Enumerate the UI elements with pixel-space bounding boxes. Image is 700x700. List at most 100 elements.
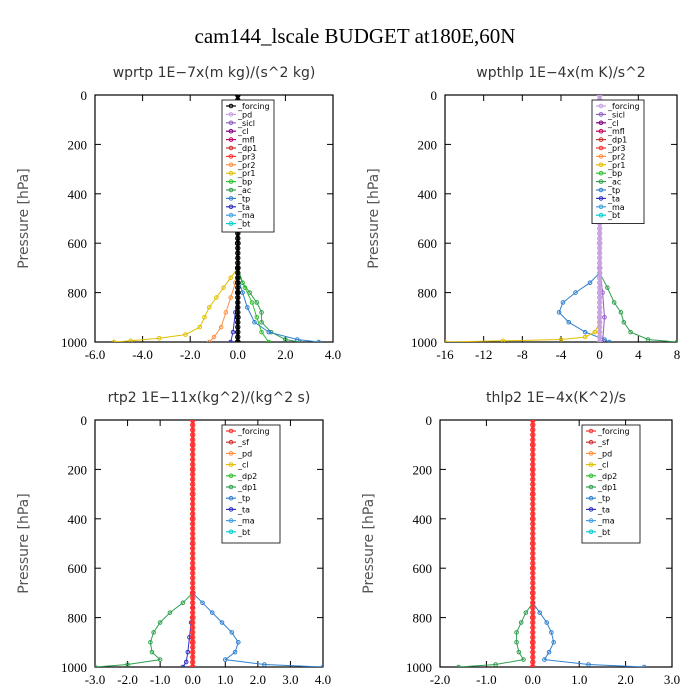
legend-marker — [228, 103, 234, 109]
series-point — [530, 491, 536, 497]
series-point — [530, 486, 536, 492]
series-point — [560, 300, 566, 305]
series-group — [111, 95, 322, 342]
legend-marker — [228, 162, 234, 168]
legend-entry: _sf — [597, 438, 609, 447]
series-point — [190, 585, 196, 591]
series-point — [190, 530, 196, 537]
legend-box — [221, 424, 281, 544]
series-point — [596, 289, 603, 296]
series-line-tp — [192, 592, 323, 667]
series-point — [214, 295, 219, 300]
series-point — [596, 250, 603, 256]
series-point — [190, 422, 196, 428]
series-point — [190, 427, 196, 433]
series-point — [190, 595, 196, 601]
legend-marker — [598, 204, 604, 210]
series-point — [190, 609, 196, 616]
legend-entry: _sf — [237, 438, 249, 447]
series-point — [235, 329, 241, 335]
series-point — [530, 664, 536, 667]
series-point — [183, 659, 189, 665]
legend-entry: _cl — [237, 461, 249, 470]
legend-marker — [588, 451, 594, 456]
legend-entry: _ac — [607, 178, 621, 187]
y-axis-label: Pressure [hPa] — [366, 168, 382, 268]
series-point — [252, 319, 257, 325]
x-tick-label: 0 — [596, 347, 603, 362]
legend-entry: _cl — [597, 461, 609, 470]
y-tick-label: 1000 — [61, 660, 87, 675]
legend-marker — [228, 112, 234, 117]
legend-entry: _forcing — [607, 102, 640, 111]
series-point — [530, 580, 536, 586]
series-point — [190, 649, 196, 655]
series-point — [190, 624, 196, 631]
panel-title: rtp2 1E−11x(kg^2)/(kg^2 s) — [108, 390, 311, 406]
series-point — [219, 620, 225, 625]
x-tick-label: -2.0 — [117, 672, 138, 687]
series-point — [573, 290, 578, 295]
series-point — [209, 610, 215, 615]
series-point — [602, 315, 607, 320]
series-point — [542, 657, 547, 662]
series-point — [242, 285, 248, 290]
legend-entry: _bt — [597, 528, 610, 537]
series-point — [190, 535, 196, 542]
series-point — [190, 634, 196, 641]
series-point — [596, 339, 603, 342]
series-group — [95, 420, 323, 667]
legend-marker — [228, 428, 234, 434]
series-point — [157, 657, 163, 662]
legend-entry: _ma — [607, 203, 625, 212]
series-point — [190, 590, 196, 596]
legend-box — [581, 424, 641, 544]
series-point — [596, 304, 603, 311]
series-point — [190, 456, 196, 463]
legend-marker — [598, 196, 604, 201]
legend-entry: _pr1 — [237, 169, 255, 178]
series-point — [190, 540, 196, 547]
series-point — [235, 324, 241, 330]
x-tick-label: -8 — [517, 347, 528, 362]
series-point — [607, 339, 612, 342]
series-point — [190, 511, 196, 517]
panel-1: wprtp 1E−7x(m kg)/(s^2 kg) Pressure [hPa]… — [16, 65, 341, 362]
series-point — [190, 471, 196, 478]
series-point — [514, 630, 519, 635]
y-tick-label: 600 — [68, 236, 88, 251]
legend-marker — [228, 120, 234, 126]
legend-entry: _pd — [237, 449, 252, 458]
panel-4: thlp2 1E−4x(K^2)/s Pressure [hPa] -2.0 -1.0… — [361, 390, 680, 687]
series-point — [206, 305, 212, 310]
y-tick-label: 800 — [68, 286, 88, 301]
legend: _forcing_pd_sicl_cl_mfl_dp1_pr3_pr2_pr1_… — [221, 99, 275, 233]
series-point — [596, 299, 603, 306]
series-point — [254, 315, 260, 320]
series-point — [151, 630, 156, 635]
series-point — [530, 451, 536, 458]
series-point — [229, 630, 235, 635]
series-point — [190, 629, 196, 636]
series-point — [235, 334, 241, 340]
x-tick-label: -6.0 — [85, 347, 106, 362]
series-point — [530, 422, 536, 428]
legend-marker — [588, 428, 594, 434]
series-point — [544, 620, 550, 625]
series-point — [530, 511, 536, 517]
series-point — [190, 461, 196, 468]
legend-marker — [598, 103, 604, 109]
y-tick-label: 0 — [431, 88, 438, 103]
x-tick-label: -1.0 — [150, 672, 171, 687]
series-line-ac — [599, 272, 677, 342]
series-point — [190, 481, 196, 487]
legend-marker — [588, 439, 594, 445]
legend-entry: _pr2 — [607, 152, 625, 161]
series-point — [530, 619, 536, 626]
y-tick-label: 600 — [413, 561, 433, 576]
legend-marker — [598, 145, 604, 151]
legend-entry: _ta — [237, 203, 250, 212]
series-line-tp — [532, 602, 645, 667]
series-point — [228, 339, 233, 342]
